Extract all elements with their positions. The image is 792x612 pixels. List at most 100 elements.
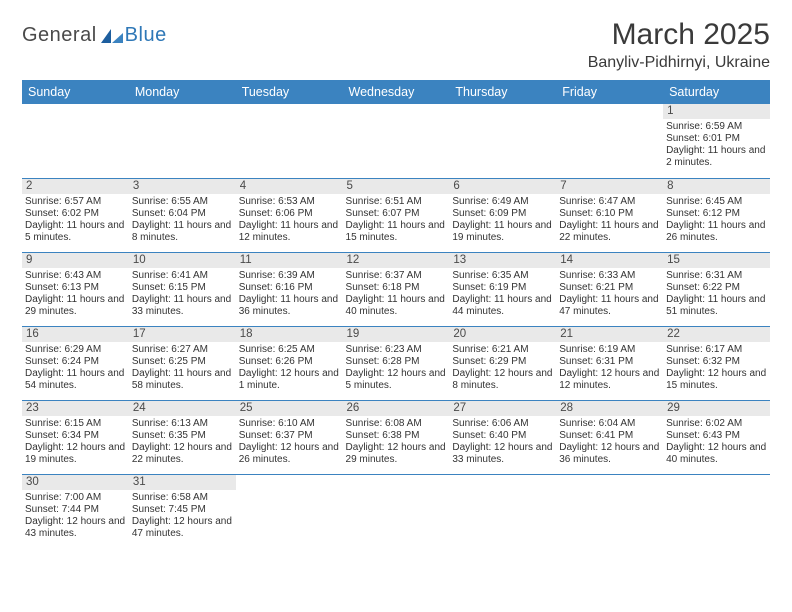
calendar-cell <box>22 104 129 178</box>
calendar-week-row: 16Sunrise: 6:29 AMSunset: 6:24 PMDayligh… <box>22 326 770 400</box>
weekday-header-row: Sunday Monday Tuesday Wednesday Thursday… <box>22 80 770 104</box>
calendar-week-row: 30Sunrise: 7:00 AMSunset: 7:44 PMDayligh… <box>22 474 770 554</box>
day-details: Sunrise: 6:47 AMSunset: 6:10 PMDaylight:… <box>556 194 663 246</box>
month-title: March 2025 <box>588 18 770 52</box>
day-details: Sunrise: 6:59 AMSunset: 6:01 PMDaylight:… <box>663 119 770 171</box>
day-number: 12 <box>343 253 450 268</box>
calendar-cell: 27Sunrise: 6:06 AMSunset: 6:40 PMDayligh… <box>449 400 556 474</box>
day-details: Sunrise: 6:27 AMSunset: 6:25 PMDaylight:… <box>129 342 236 394</box>
day-details: Sunrise: 6:08 AMSunset: 6:38 PMDaylight:… <box>343 416 450 468</box>
sunset-line: Sunset: 6:16 PM <box>239 282 340 294</box>
day-number: 10 <box>129 253 236 268</box>
daylight-line: Daylight: 12 hours and 15 minutes. <box>666 368 767 392</box>
calendar-cell <box>556 104 663 178</box>
daylight-line: Daylight: 12 hours and 1 minute. <box>239 368 340 392</box>
daylight-line: Daylight: 12 hours and 43 minutes. <box>25 516 126 540</box>
calendar-cell <box>556 474 663 554</box>
day-details: Sunrise: 6:55 AMSunset: 6:04 PMDaylight:… <box>129 194 236 246</box>
sunrise-line: Sunrise: 6:25 AM <box>239 344 340 356</box>
calendar-cell: 1Sunrise: 6:59 AMSunset: 6:01 PMDaylight… <box>663 104 770 178</box>
calendar-week-row: 2Sunrise: 6:57 AMSunset: 6:02 PMDaylight… <box>22 178 770 252</box>
day-details: Sunrise: 6:02 AMSunset: 6:43 PMDaylight:… <box>663 416 770 468</box>
sunset-line: Sunset: 6:09 PM <box>452 208 553 220</box>
calendar-cell: 9Sunrise: 6:43 AMSunset: 6:13 PMDaylight… <box>22 252 129 326</box>
daylight-line: Daylight: 11 hours and 2 minutes. <box>666 145 767 169</box>
sunset-line: Sunset: 6:40 PM <box>452 430 553 442</box>
sunset-line: Sunset: 6:21 PM <box>559 282 660 294</box>
sunset-line: Sunset: 6:25 PM <box>132 356 233 368</box>
weekday-header: Tuesday <box>236 80 343 104</box>
day-details: Sunrise: 6:41 AMSunset: 6:15 PMDaylight:… <box>129 268 236 320</box>
calendar-cell: 21Sunrise: 6:19 AMSunset: 6:31 PMDayligh… <box>556 326 663 400</box>
sunrise-line: Sunrise: 6:17 AM <box>666 344 767 356</box>
day-number: 22 <box>663 327 770 342</box>
calendar-cell <box>129 104 236 178</box>
daylight-line: Daylight: 11 hours and 5 minutes. <box>25 220 126 244</box>
calendar-cell <box>343 474 450 554</box>
day-details: Sunrise: 6:17 AMSunset: 6:32 PMDaylight:… <box>663 342 770 394</box>
day-number: 21 <box>556 327 663 342</box>
day-number: 3 <box>129 179 236 194</box>
day-details: Sunrise: 6:53 AMSunset: 6:06 PMDaylight:… <box>236 194 343 246</box>
sunrise-line: Sunrise: 6:58 AM <box>132 492 233 504</box>
sunset-line: Sunset: 6:29 PM <box>452 356 553 368</box>
sunrise-line: Sunrise: 6:41 AM <box>132 270 233 282</box>
calendar-cell: 13Sunrise: 6:35 AMSunset: 6:19 PMDayligh… <box>449 252 556 326</box>
daylight-line: Daylight: 12 hours and 40 minutes. <box>666 442 767 466</box>
day-number: 26 <box>343 401 450 416</box>
weekday-header: Saturday <box>663 80 770 104</box>
title-block: March 2025 Banyliv-Pidhirnyi, Ukraine <box>588 18 770 72</box>
day-number: 18 <box>236 327 343 342</box>
weekday-header: Wednesday <box>343 80 450 104</box>
sunset-line: Sunset: 7:44 PM <box>25 504 126 516</box>
calendar-cell: 3Sunrise: 6:55 AMSunset: 6:04 PMDaylight… <box>129 178 236 252</box>
daylight-line: Daylight: 11 hours and 22 minutes. <box>559 220 660 244</box>
day-number: 8 <box>663 179 770 194</box>
day-number: 25 <box>236 401 343 416</box>
sunset-line: Sunset: 6:01 PM <box>666 133 767 145</box>
day-number: 29 <box>663 401 770 416</box>
sunset-line: Sunset: 6:43 PM <box>666 430 767 442</box>
calendar-cell: 23Sunrise: 6:15 AMSunset: 6:34 PMDayligh… <box>22 400 129 474</box>
day-details: Sunrise: 6:04 AMSunset: 6:41 PMDaylight:… <box>556 416 663 468</box>
sunset-line: Sunset: 6:41 PM <box>559 430 660 442</box>
sunset-line: Sunset: 6:38 PM <box>346 430 447 442</box>
daylight-line: Daylight: 12 hours and 36 minutes. <box>559 442 660 466</box>
day-number: 6 <box>449 179 556 194</box>
sunrise-line: Sunrise: 6:06 AM <box>452 418 553 430</box>
logo-word-general: General <box>22 24 97 47</box>
sunset-line: Sunset: 6:02 PM <box>25 208 126 220</box>
calendar-cell: 7Sunrise: 6:47 AMSunset: 6:10 PMDaylight… <box>556 178 663 252</box>
calendar-cell: 8Sunrise: 6:45 AMSunset: 6:12 PMDaylight… <box>663 178 770 252</box>
day-details: Sunrise: 6:31 AMSunset: 6:22 PMDaylight:… <box>663 268 770 320</box>
day-number: 16 <box>22 327 129 342</box>
daylight-line: Daylight: 11 hours and 47 minutes. <box>559 294 660 318</box>
daylight-line: Daylight: 11 hours and 26 minutes. <box>666 220 767 244</box>
calendar-cell <box>236 474 343 554</box>
day-details: Sunrise: 7:00 AMSunset: 7:44 PMDaylight:… <box>22 490 129 542</box>
daylight-line: Daylight: 11 hours and 44 minutes. <box>452 294 553 318</box>
calendar-cell: 31Sunrise: 6:58 AMSunset: 7:45 PMDayligh… <box>129 474 236 554</box>
calendar-week-row: 23Sunrise: 6:15 AMSunset: 6:34 PMDayligh… <box>22 400 770 474</box>
calendar-cell: 18Sunrise: 6:25 AMSunset: 6:26 PMDayligh… <box>236 326 343 400</box>
sunrise-line: Sunrise: 6:35 AM <box>452 270 553 282</box>
calendar-cell: 16Sunrise: 6:29 AMSunset: 6:24 PMDayligh… <box>22 326 129 400</box>
sunrise-line: Sunrise: 6:33 AM <box>559 270 660 282</box>
day-number: 17 <box>129 327 236 342</box>
sunrise-line: Sunrise: 6:27 AM <box>132 344 233 356</box>
sunset-line: Sunset: 6:34 PM <box>25 430 126 442</box>
calendar-cell <box>343 104 450 178</box>
day-details: Sunrise: 6:21 AMSunset: 6:29 PMDaylight:… <box>449 342 556 394</box>
day-details: Sunrise: 6:33 AMSunset: 6:21 PMDaylight:… <box>556 268 663 320</box>
calendar-cell: 10Sunrise: 6:41 AMSunset: 6:15 PMDayligh… <box>129 252 236 326</box>
sunrise-line: Sunrise: 6:37 AM <box>346 270 447 282</box>
calendar-cell <box>449 474 556 554</box>
weekday-header: Thursday <box>449 80 556 104</box>
sunrise-line: Sunrise: 6:55 AM <box>132 196 233 208</box>
sunset-line: Sunset: 6:31 PM <box>559 356 660 368</box>
sunset-line: Sunset: 6:22 PM <box>666 282 767 294</box>
day-number: 20 <box>449 327 556 342</box>
calendar-week-row: 9Sunrise: 6:43 AMSunset: 6:13 PMDaylight… <box>22 252 770 326</box>
sunrise-line: Sunrise: 6:29 AM <box>25 344 126 356</box>
day-details: Sunrise: 6:10 AMSunset: 6:37 PMDaylight:… <box>236 416 343 468</box>
